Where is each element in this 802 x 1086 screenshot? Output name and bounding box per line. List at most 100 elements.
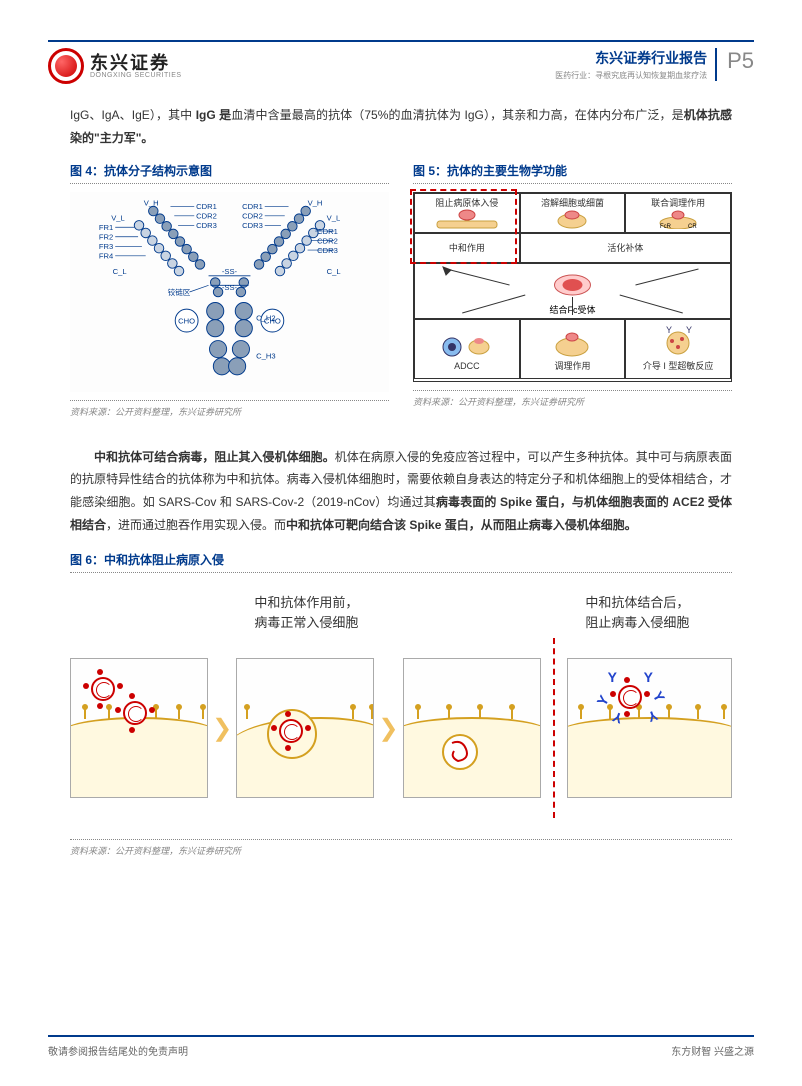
- p1-mid: 血清中含量最高的抗体（75%的血清抗体为 IgG），其亲和力高，在体内分布广泛，…: [231, 108, 683, 122]
- label-fr1: FR1: [99, 223, 113, 232]
- fig6-divider: [553, 638, 555, 818]
- p2-bold1: 中和抗体可结合病毒，阻止其入侵机体细胞。: [94, 450, 335, 464]
- svg-text:Y: Y: [686, 325, 692, 335]
- paragraph-1: IgG、IgA、IgE），其中 IgG 是血清中含量最高的抗体（75%的血清抗体…: [70, 104, 732, 150]
- fig6-source: 资料来源：公开资料整理，东兴证券研究所: [70, 839, 732, 857]
- chevron-icon: ❯: [378, 714, 398, 743]
- antibody-icon: Y: [608, 669, 622, 683]
- figure-4: 图 4：抗体分子结构示意图: [70, 162, 389, 418]
- page-header: 东兴证券 DONGXING SECURITIES 东兴证券行业报告 医药行业：寻…: [0, 0, 802, 84]
- rna-icon: [448, 739, 474, 765]
- fig6-cap-r1: 中和抗体结合后，: [585, 595, 689, 610]
- label-ch3: C_H3: [256, 351, 275, 360]
- label-cdr1-l: CDR1: [196, 202, 217, 211]
- figure-6: 图 6：中和抗体阻止病原入侵 中和抗体作用前， 病毒正常入侵细胞 中和抗体结合后…: [70, 551, 732, 857]
- label-fr4: FR4: [99, 251, 114, 260]
- fig5-r4c3-label: 介导 I 型超敏反应: [643, 359, 714, 372]
- virus-icon: [618, 685, 642, 709]
- label-vh-r: V_H: [308, 198, 323, 207]
- fig5-r1c3: 联合调理作用 FcR CR: [625, 193, 731, 233]
- fig4-source: 资料来源：公开资料整理，东兴证券研究所: [70, 400, 389, 418]
- svg-text:CR: CR: [688, 224, 697, 229]
- fig6-captions: 中和抗体作用前， 病毒正常入侵细胞 中和抗体结合后， 阻止病毒入侵细胞: [70, 593, 732, 632]
- lysis-icon: [547, 209, 597, 229]
- fig4-image: V_H V_H V_L V_L C_L C_L CDR1 CDR2 CDR3 C…: [70, 192, 389, 392]
- fig5-title: 图 5：抗体的主要生物学功能: [413, 162, 732, 184]
- p1-bold1: IgG 是: [196, 108, 232, 122]
- figure-row-4-5: 图 4：抗体分子结构示意图: [70, 162, 732, 418]
- fig5-r1c1: 阻止病原体入侵: [414, 193, 520, 233]
- fig5-source: 资料来源：公开资料整理，东兴证券研究所: [413, 390, 732, 408]
- virus-icon: [279, 719, 303, 743]
- fig6-panel-4: Y Y Y Y Y Y: [567, 658, 732, 798]
- label-cdr2-rr: CDR2: [317, 236, 338, 245]
- label-cdr3-rr: CDR3: [317, 246, 338, 255]
- antibody-structure-svg: V_H V_H V_L V_L C_L C_L CDR1 CDR2 CDR3 C…: [70, 192, 389, 392]
- paragraph-2: 中和抗体可结合病毒，阻止其入侵机体细胞。机体在病原入侵的免疫应答过程中，可以产生…: [70, 446, 732, 537]
- fig5-r1c1-label: 阻止病原体入侵: [435, 196, 498, 209]
- neutralize-icon: [432, 209, 502, 229]
- label-fr3: FR3: [99, 242, 113, 251]
- fig5-grid: 阻止病原体入侵 溶解细胞或细菌 联合调理作用 FcR CR 中和作用 活化补体: [413, 192, 732, 382]
- p2-bold3: 中和抗体可靶向结合该 Spike 蛋白，从而阻止病毒入侵机体细胞。: [286, 518, 637, 532]
- fig5-r4c1-label: ADCC: [454, 361, 480, 371]
- fig5-r2c23: 活化补体: [520, 233, 731, 263]
- antibody-icon: Y: [593, 689, 612, 708]
- report-title: 东兴证券行业报告: [555, 48, 707, 68]
- antibody-icon: Y: [644, 669, 658, 683]
- page-number: P5: [727, 48, 754, 74]
- svg-text:FcR: FcR: [660, 224, 672, 229]
- svg-text:Y: Y: [666, 325, 672, 335]
- label-cho-r: CHO: [264, 316, 281, 325]
- fig6-panel-3: [403, 658, 541, 798]
- fig5-center: 结合Fc受体: [414, 263, 731, 319]
- fig5-r1c3-label: 联合调理作用: [651, 196, 705, 209]
- virus-icon: [123, 701, 147, 725]
- fig4-title: 图 4：抗体分子结构示意图: [70, 162, 389, 184]
- fig6-panel-1: [70, 658, 208, 798]
- fig6-panel-2: [236, 658, 374, 798]
- fig5-r1c2: 溶解细胞或细菌: [520, 193, 626, 233]
- label-ss1: -SS-: [222, 266, 238, 275]
- label-ss2: -SS-: [222, 283, 238, 292]
- virus-icon: [91, 677, 115, 701]
- p2-b: ，进而通过胞吞作用实现入侵。而: [106, 518, 286, 532]
- fig6-cap-l2: 病毒正常入侵细胞: [254, 615, 358, 630]
- svg-text:结合Fc受体: 结合Fc受体: [549, 304, 595, 315]
- opsonize-icon: FcR CR: [648, 209, 708, 229]
- fig5-r1c2-label: 溶解细胞或细菌: [541, 196, 604, 209]
- opsonization-icon: [547, 325, 597, 359]
- label-cl-l: C_L: [113, 266, 127, 275]
- chevron-icon: ❯: [212, 714, 232, 743]
- fig5-r4c2: 调理作用: [520, 319, 626, 379]
- report-subtitle: 医药行业：寻根究底再认知恢复期血浆疗法: [555, 70, 707, 81]
- fig5-r4c2-label: 调理作用: [554, 359, 590, 372]
- fig6-cap-r2: 阻止病毒入侵细胞: [585, 615, 689, 630]
- label-vl-l: V_L: [111, 213, 125, 222]
- label-hinge: 铰链区: [168, 286, 191, 296]
- fig6-image: 中和抗体作用前， 病毒正常入侵细胞 中和抗体结合后， 阻止病毒入侵细胞: [70, 581, 732, 831]
- page-footer: 敬请参阅报告结尾处的免责声明 东方财智 兴盛之源: [48, 1035, 754, 1058]
- label-vl-r: V_L: [327, 213, 341, 222]
- figure-5: 图 5：抗体的主要生物学功能 阻止病原体入侵 溶解细胞或细菌 联合调理作用 Fc…: [413, 162, 732, 418]
- label-cho-l: CHO: [178, 316, 195, 325]
- label-vh-l: V_H: [144, 198, 159, 207]
- label-cdr3-l: CDR3: [196, 221, 217, 230]
- footer-disclaimer: 敬请参阅报告结尾处的免责声明: [48, 1043, 188, 1058]
- hypersensitivity-icon: YY: [648, 325, 708, 359]
- fig6-cap-l1: 中和抗体作用前，: [254, 595, 358, 610]
- p1-pre: IgG、IgA、IgE），其中: [70, 108, 196, 122]
- fig6-caption-right: 中和抗体结合后， 阻止病毒入侵细胞: [543, 593, 732, 632]
- label-cdr1-r: CDR1: [242, 202, 263, 211]
- label-fr2: FR2: [99, 232, 113, 241]
- fig6-panels: ❯ ❯: [70, 638, 732, 818]
- fig6-caption-left: 中和抗体作用前， 病毒正常入侵细胞: [70, 593, 543, 632]
- footer-slogan: 东方财智 兴盛之源: [671, 1043, 754, 1058]
- label-cl-r: C_L: [327, 266, 341, 275]
- company-logo: 东兴证券 DONGXING SECURITIES: [48, 48, 182, 84]
- fig6-title: 图 6：中和抗体阻止病原入侵: [70, 551, 732, 573]
- adcc-icon: [437, 327, 497, 361]
- logo-text-en: DONGXING SECURITIES: [90, 72, 182, 79]
- page-content: IgG、IgA、IgE），其中 IgG 是血清中含量最高的抗体（75%的血清抗体…: [0, 84, 802, 857]
- fig5-r2c1: 中和作用: [414, 233, 520, 263]
